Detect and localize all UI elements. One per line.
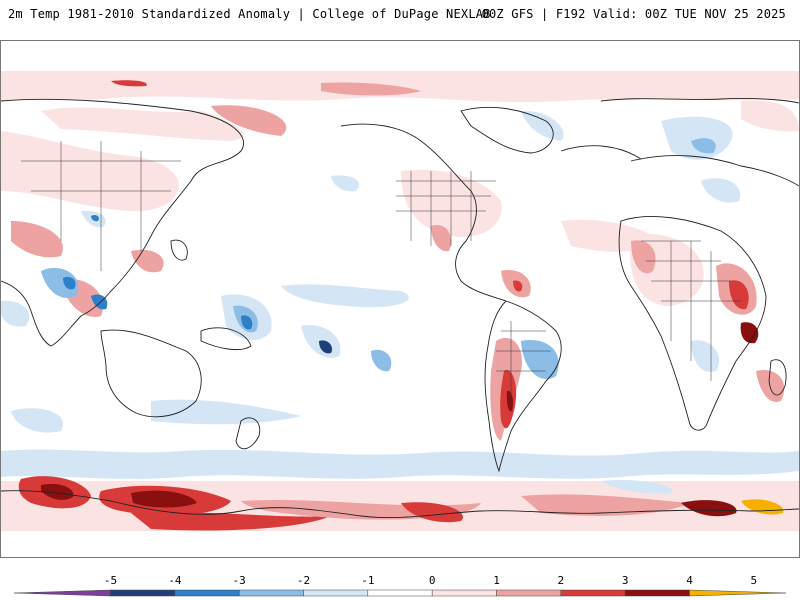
colorbar-canvas: -5 -4 -3 -2 -1 0 1 2 3 4 5 [13, 574, 787, 597]
product-title: 2m Temp 1981-2010 Standardized Anomaly |… [8, 7, 491, 21]
border-layer [21, 141, 741, 401]
map-header: 2m Temp 1981-2010 Standardized Anomaly |… [0, 0, 800, 40]
colorbar-tick-label: -5 [104, 574, 117, 587]
colorbar-tick-label: -2 [297, 574, 310, 587]
colorbar-segment [560, 589, 626, 597]
colorbar-tick-label: -4 [168, 574, 182, 587]
colorbar-segment [624, 589, 690, 597]
antarctic-anomaly-layer [1, 449, 799, 557]
coastline-layer [1, 98, 799, 519]
colorbar-tick-label: 4 [686, 574, 693, 587]
colorbar-segment [13, 589, 111, 597]
americas-africa-anomaly-layer [401, 169, 785, 441]
colorbar-segment [238, 589, 304, 597]
colorbar-tick-label: -1 [361, 574, 374, 587]
colorbar-tick-label: 1 [493, 574, 500, 587]
colorbar-segment [496, 589, 562, 597]
colorbar-tick-label: -3 [233, 574, 246, 587]
colorbar: -5 -4 -3 -2 -1 0 1 2 3 4 5 [0, 568, 800, 600]
colorbar-segment [303, 589, 369, 597]
colorbar-segment [689, 589, 787, 597]
run-info: 00Z GFS | F192 Valid: 00Z TUE NOV 25 202… [481, 7, 786, 21]
pacific-anomaly-layer [11, 175, 409, 433]
colorbar-segment [367, 589, 433, 597]
arctic-anomaly-layer [1, 71, 799, 160]
map-canvas [1, 41, 799, 557]
colorbar-segment [110, 589, 176, 597]
colorbar-tick-label: 0 [429, 574, 436, 587]
colorbar-tick-label: 2 [558, 574, 565, 587]
colorbar-tick-label: 3 [622, 574, 629, 587]
colorbar-tick-label: 5 [751, 574, 758, 587]
colorbar-segment [431, 589, 497, 597]
colorbar-segment [174, 589, 240, 597]
anomaly-map[interactable] [0, 40, 800, 558]
